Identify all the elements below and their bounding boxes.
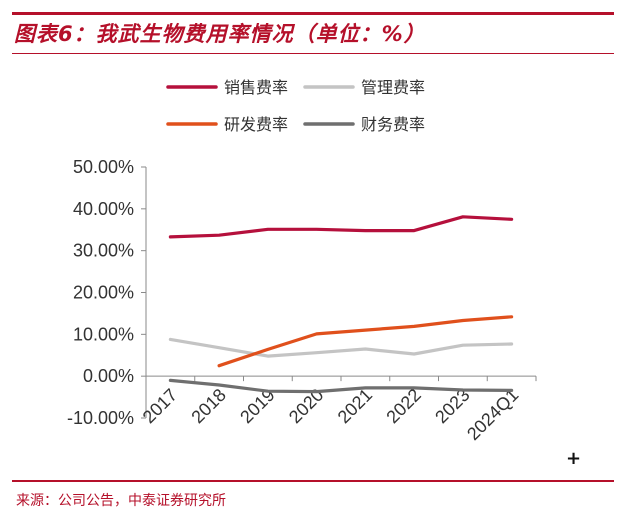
top-rule [12,12,614,15]
chart-title: 图表6：我武生物费用率情况（单位：%） [14,22,426,46]
series-line [217,315,514,368]
y-tick-label: 0.00% [83,366,134,386]
source-note: 来源：公司公告，中泰证券研究所 [16,493,226,509]
plot-lines [168,215,514,394]
legend-label: 研发费率 [224,116,288,134]
x-tick-label: 2017 [139,385,181,427]
y-axis: 50.00% 40.00% 30.00% 20.00% 10.00% 0.00% -10.0… [67,157,147,428]
legend-label: 管理费率 [361,79,425,97]
series-line [168,337,514,358]
series-line [168,215,514,239]
y-tick-label: 10.00% [73,324,134,344]
x-tick-label: 2018 [187,385,229,427]
y-tick-label: -10.00% [67,408,134,428]
y-tick-label: 30.00% [73,241,134,261]
x-tick-label: 2024Q1 [463,385,522,444]
y-tick-label: 40.00% [73,199,134,219]
x-tick-label: 2022 [382,385,424,427]
legend-label: 财务费率 [361,116,425,134]
bottom-rule [12,480,614,482]
title-rule [12,53,614,54]
series-line [168,378,514,394]
y-tick-label: 20.00% [73,283,134,303]
plus-icon[interactable]: + [566,448,582,469]
legend-label: 销售费率 [224,79,288,97]
y-tick-label: 50.00% [73,157,134,177]
